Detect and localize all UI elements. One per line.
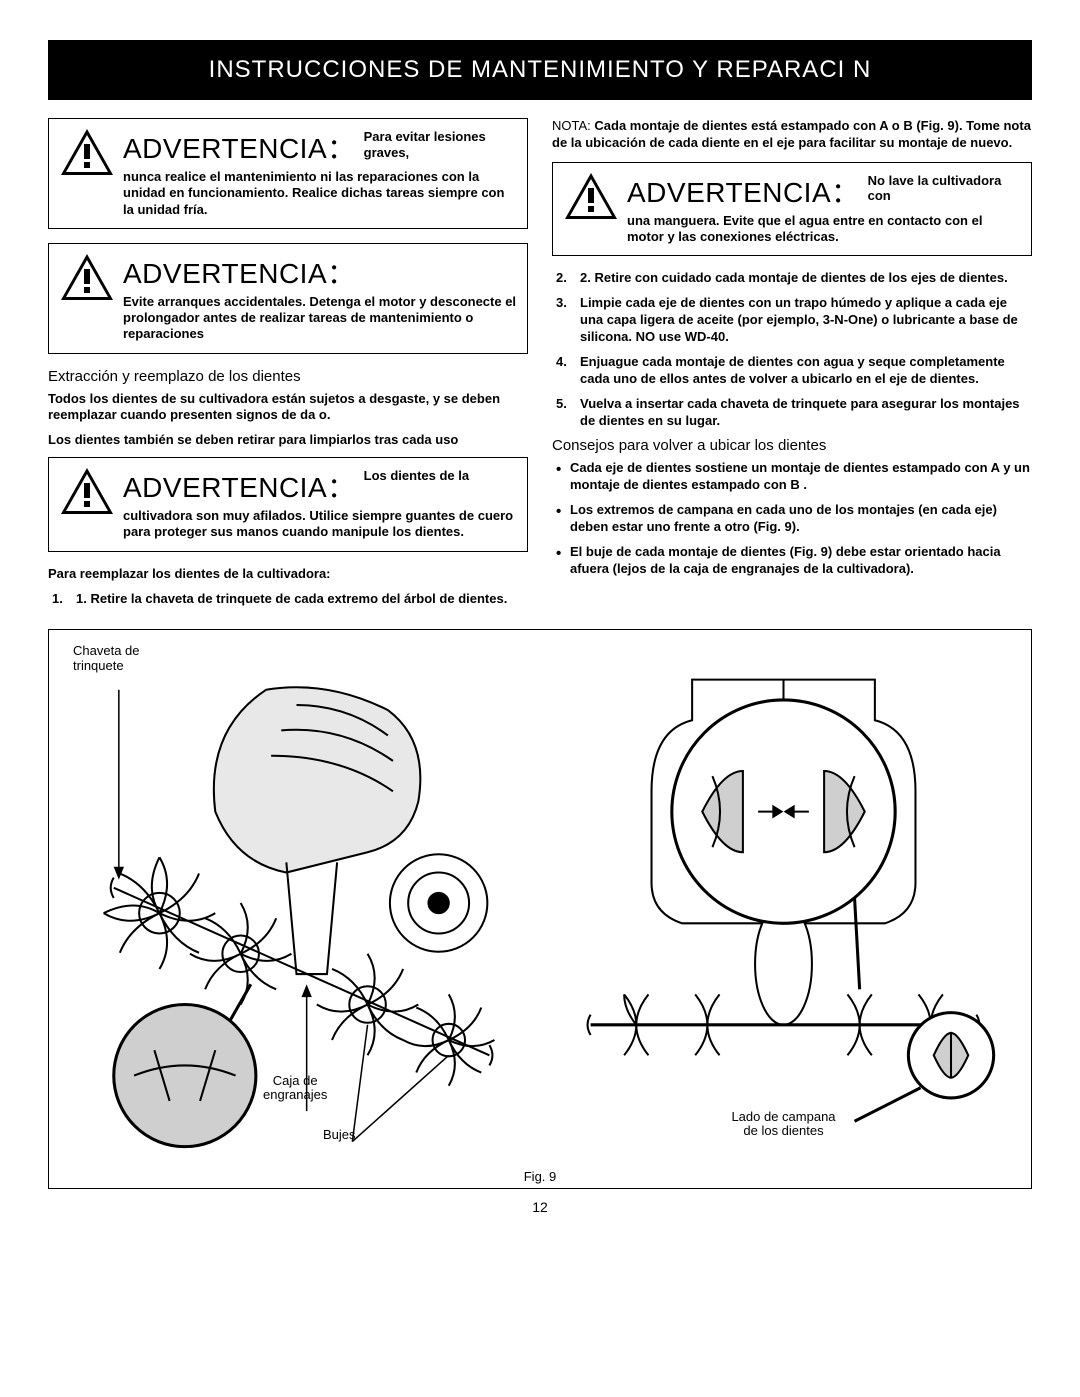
step-number: 3. <box>556 295 567 312</box>
two-column-layout: ADVERTENCIA： Para evitar lesiones graves… <box>48 118 1032 615</box>
cultivator-front-icon <box>550 644 1017 1162</box>
figure-left-diagram: Chaveta detrinquete <box>63 644 530 1162</box>
bullet-list: Cada eje de dientes sostiene un montaje … <box>552 460 1032 577</box>
warning-body: Evite arranques accidentales. Detenga el… <box>123 294 517 343</box>
step-text: 1. Retire la chaveta de trinquete de cad… <box>76 591 507 606</box>
warning-body: cultivadora son muy afilados. Utilice si… <box>123 508 517 541</box>
figure-label-campana: Lado de campanade los dientes <box>731 1110 835 1139</box>
list-item: El buje de cada montaje de dientes (Fig.… <box>552 544 1032 578</box>
figure-label-bujes: Bujes <box>323 1128 356 1142</box>
body-paragraph: Los dientes también se deben retirar par… <box>48 432 528 449</box>
figure-label-caja: Caja deengranajes <box>263 1074 327 1103</box>
warning-lead: Para evitar lesiones graves, <box>364 129 517 160</box>
note-text: Cada montaje de dientes está estampado c… <box>552 118 1031 150</box>
list-item: Los extremos de campana en cada uno de l… <box>552 502 1032 536</box>
step-list: 1. 1. Retire la chaveta de trinquete de c… <box>48 591 528 608</box>
step-number: 5. <box>556 396 567 413</box>
page-number: 12 <box>48 1199 1032 1215</box>
section-banner: INSTRUCCIONES DE MANTENIMIENTO Y REPARAC… <box>48 40 1032 100</box>
warning-triangle-icon <box>59 252 115 302</box>
warning-box-4: ADVERTENCIA： No lave la cultivadora con … <box>552 162 1032 257</box>
warning-title: ADVERTENCIA： <box>123 466 356 506</box>
body-paragraph: Todos los dientes de su cultivadora está… <box>48 391 528 425</box>
section-heading: Consejos para volver a ubicar los diente… <box>552 437 1032 454</box>
list-item: 4. Enjuague cada montaje de dientes con a… <box>552 354 1032 388</box>
warning-triangle-icon <box>59 127 115 177</box>
note-label: NOTA: <box>552 118 591 133</box>
warning-body: nunca realice el mantenimiento ni las re… <box>123 169 517 218</box>
warning-title: ADVERTENCIA： <box>123 127 356 167</box>
list-item: 2. 2. Retire con cuidado cada montaje de … <box>552 270 1032 287</box>
warning-box-3: ADVERTENCIA： Los dientes de la cultivado… <box>48 457 528 552</box>
figure-label-chaveta: Chaveta detrinquete <box>73 644 140 673</box>
warning-triangle-icon <box>59 466 115 516</box>
note-paragraph: NOTA: Cada montaje de dientes está estam… <box>552 118 1032 152</box>
figure-caption: Fig. 9 <box>524 1169 557 1184</box>
figure-9: Chaveta detrinquete <box>48 629 1032 1189</box>
body-paragraph: Para reemplazar los dientes de la cultiv… <box>48 566 528 583</box>
warning-lead: No lave la cultivadora con <box>868 173 1021 204</box>
figure-right-diagram: Lado de campanade los dientes <box>550 644 1017 1162</box>
step-number: 4. <box>556 354 567 371</box>
list-item: 5. Vuelva a insertar cada chaveta de trin… <box>552 396 1032 430</box>
list-item: 3. Limpie cada eje de dientes con un trap… <box>552 295 1032 346</box>
step-text: Enjuague cada montaje de dientes con agu… <box>580 354 1005 386</box>
warning-body: una manguera. Evite que el agua entre en… <box>627 213 1021 246</box>
warning-title: ADVERTENCIA： <box>123 258 356 289</box>
list-item: Cada eje de dientes sostiene un montaje … <box>552 460 1032 494</box>
step-text: 2. Retire con cuidado cada montaje de di… <box>580 270 1008 285</box>
step-number: 1. <box>52 591 63 608</box>
warning-lead: Los dientes de la <box>364 468 469 484</box>
warning-box-1: ADVERTENCIA： Para evitar lesiones graves… <box>48 118 528 229</box>
section-heading: Extracción y reemplazo de los dientes <box>48 368 528 385</box>
step-text: Limpie cada eje de dientes con un trapo … <box>580 295 1018 344</box>
right-column: NOTA: Cada montaje de dientes está estam… <box>552 118 1032 615</box>
warning-box-2: ADVERTENCIA： Evite arranques accidentale… <box>48 243 528 354</box>
warning-title: ADVERTENCIA： <box>627 171 860 211</box>
left-column: ADVERTENCIA： Para evitar lesiones graves… <box>48 118 528 615</box>
step-number: 2. <box>556 270 567 287</box>
list-item: 1. 1. Retire la chaveta de trinquete de c… <box>48 591 528 608</box>
step-text: Vuelva a insertar cada chaveta de trinqu… <box>580 396 1020 428</box>
step-list: 2. 2. Retire con cuidado cada montaje de … <box>552 270 1032 429</box>
warning-triangle-icon <box>563 171 619 221</box>
